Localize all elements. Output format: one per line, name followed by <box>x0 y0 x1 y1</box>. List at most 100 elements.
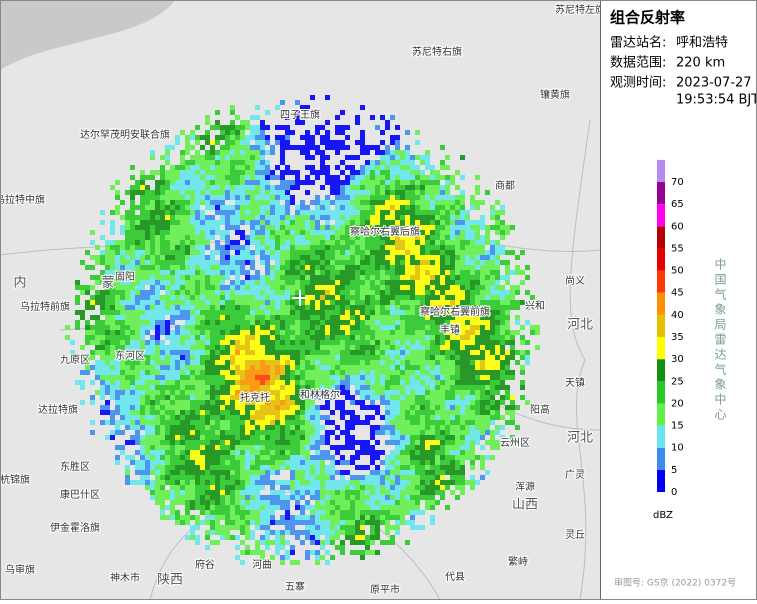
echo-cell <box>160 370 165 375</box>
echo-cell <box>440 255 445 260</box>
echo-cell <box>265 250 270 255</box>
echo-cell <box>250 195 255 200</box>
echo-cell <box>240 190 245 195</box>
echo-cell <box>455 355 460 360</box>
echo-cell <box>450 225 455 230</box>
echo-cell <box>460 280 465 285</box>
echo-cell <box>245 280 250 285</box>
echo-cell <box>430 220 435 225</box>
echo-cell <box>225 395 230 400</box>
echo-cell <box>390 385 395 390</box>
echo-cell <box>205 245 210 250</box>
echo-cell <box>330 265 335 270</box>
echo-cell <box>325 315 330 320</box>
echo-cell <box>415 390 420 395</box>
echo-cell <box>205 130 210 135</box>
echo-cell <box>140 255 145 260</box>
echo-cell <box>370 190 375 195</box>
echo-cell <box>235 400 240 405</box>
echo-cell <box>100 360 105 365</box>
echo-cell <box>375 295 380 300</box>
echo-cell <box>125 260 130 265</box>
echo-cell <box>455 280 460 285</box>
echo-cell <box>445 420 450 425</box>
echo-cell <box>180 155 185 160</box>
echo-cell <box>390 270 395 275</box>
echo-cell <box>440 300 445 305</box>
echo-cell <box>170 350 175 355</box>
echo-cell <box>340 415 345 420</box>
echo-cell <box>455 305 460 310</box>
echo-cell <box>140 290 145 295</box>
echo-cell <box>230 285 235 290</box>
echo-cell <box>285 200 290 205</box>
echo-cell <box>110 210 115 215</box>
echo-cell <box>300 325 305 330</box>
echo-cell <box>485 425 490 430</box>
echo-cell <box>130 425 135 430</box>
echo-cell <box>410 435 415 440</box>
echo-cell <box>305 450 310 455</box>
echo-cell <box>335 340 340 345</box>
echo-cell <box>220 340 225 345</box>
echo-cell <box>105 380 110 385</box>
echo-cell <box>420 305 425 310</box>
echo-cell <box>410 200 415 205</box>
echo-cell <box>315 425 320 430</box>
echo-cell <box>500 385 505 390</box>
echo-cell <box>230 425 235 430</box>
echo-cell <box>275 350 280 355</box>
echo-cell <box>420 465 425 470</box>
echo-cell <box>430 360 435 365</box>
echo-cell <box>480 350 485 355</box>
echo-cell <box>260 350 265 355</box>
echo-cell <box>300 120 305 125</box>
echo-cell <box>165 305 170 310</box>
echo-cell <box>465 325 470 330</box>
echo-cell <box>355 155 360 160</box>
echo-cell <box>280 100 285 105</box>
echo-cell <box>205 430 210 435</box>
echo-cell <box>240 460 245 465</box>
echo-cell <box>285 415 290 420</box>
echo-cell <box>330 420 335 425</box>
echo-cell <box>420 320 425 325</box>
echo-cell <box>320 155 325 160</box>
echo-cell <box>125 365 130 370</box>
echo-cell <box>290 395 295 400</box>
echo-cell <box>365 220 370 225</box>
echo-cell <box>270 395 275 400</box>
echo-cell <box>245 390 250 395</box>
echo-cell <box>415 455 420 460</box>
echo-cell <box>525 305 530 310</box>
echo-cell <box>155 400 160 405</box>
echo-cell <box>200 145 205 150</box>
echo-cell <box>130 365 135 370</box>
echo-cell <box>310 255 315 260</box>
echo-cell <box>215 110 220 115</box>
echo-cell <box>475 455 480 460</box>
echo-cell <box>370 170 375 175</box>
echo-cell <box>400 260 405 265</box>
echo-cell <box>120 270 125 275</box>
echo-cell <box>455 435 460 440</box>
echo-cell <box>315 260 320 265</box>
echo-cell <box>485 375 490 380</box>
echo-cell <box>380 150 385 155</box>
echo-cell <box>475 245 480 250</box>
echo-cell <box>515 255 520 260</box>
echo-cell <box>165 185 170 190</box>
echo-cell <box>350 195 355 200</box>
echo-cell <box>205 470 210 475</box>
echo-cell <box>275 245 280 250</box>
echo-cell <box>180 210 185 215</box>
echo-cell <box>220 155 225 160</box>
echo-cell <box>415 440 420 445</box>
echo-cell <box>335 240 340 245</box>
echo-cell <box>240 390 245 395</box>
echo-cell <box>265 110 270 115</box>
echo-cell <box>230 170 235 175</box>
echo-cell <box>265 270 270 275</box>
echo-cell <box>450 360 455 365</box>
echo-cell <box>160 285 165 290</box>
